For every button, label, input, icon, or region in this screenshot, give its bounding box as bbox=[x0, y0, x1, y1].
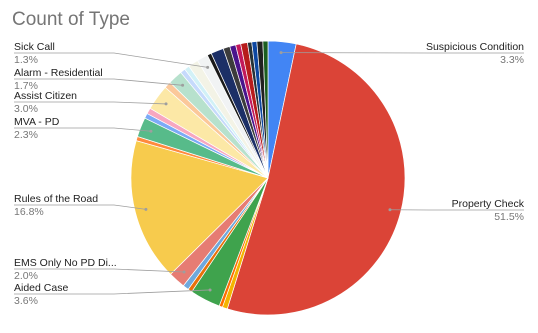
slice-label: MVA - PD bbox=[14, 116, 60, 128]
slice-label: Alarm - Residential bbox=[14, 67, 103, 79]
slice-percent: 16.8% bbox=[14, 206, 44, 218]
leader-dot bbox=[209, 288, 212, 291]
leader-line bbox=[14, 79, 183, 85]
slice-label: Suspicious Condition bbox=[426, 41, 524, 53]
leader-dot bbox=[183, 271, 186, 274]
leader-line bbox=[14, 269, 184, 272]
leader-dot bbox=[165, 102, 168, 105]
leader-dot bbox=[181, 84, 184, 87]
slice-percent: 1.3% bbox=[14, 54, 38, 66]
slice-percent: 51.5% bbox=[494, 211, 524, 223]
slice-label: Aided Case bbox=[14, 282, 68, 294]
slice-label: Sick Call bbox=[14, 41, 55, 53]
slice-percent: 1.7% bbox=[14, 80, 38, 92]
slice-percent: 2.3% bbox=[14, 129, 38, 141]
slice-percent: 2.0% bbox=[14, 270, 38, 282]
slice-percent: 3.6% bbox=[14, 295, 38, 307]
slice-percent: 3.0% bbox=[14, 103, 38, 115]
leader-dot bbox=[388, 208, 391, 211]
chart-title: Count of Type bbox=[12, 9, 130, 30]
slice-label: Property Check bbox=[452, 198, 525, 210]
slice-label: Rules of the Road bbox=[14, 193, 98, 205]
leader-dot bbox=[149, 130, 152, 133]
leader-line bbox=[14, 53, 208, 67]
leader-dot bbox=[144, 208, 147, 211]
slice-percent: 3.3% bbox=[500, 54, 524, 66]
slice-label: EMS Only No PD Di... bbox=[14, 257, 117, 269]
leader-dot bbox=[206, 66, 209, 69]
leader-dot bbox=[280, 51, 283, 54]
